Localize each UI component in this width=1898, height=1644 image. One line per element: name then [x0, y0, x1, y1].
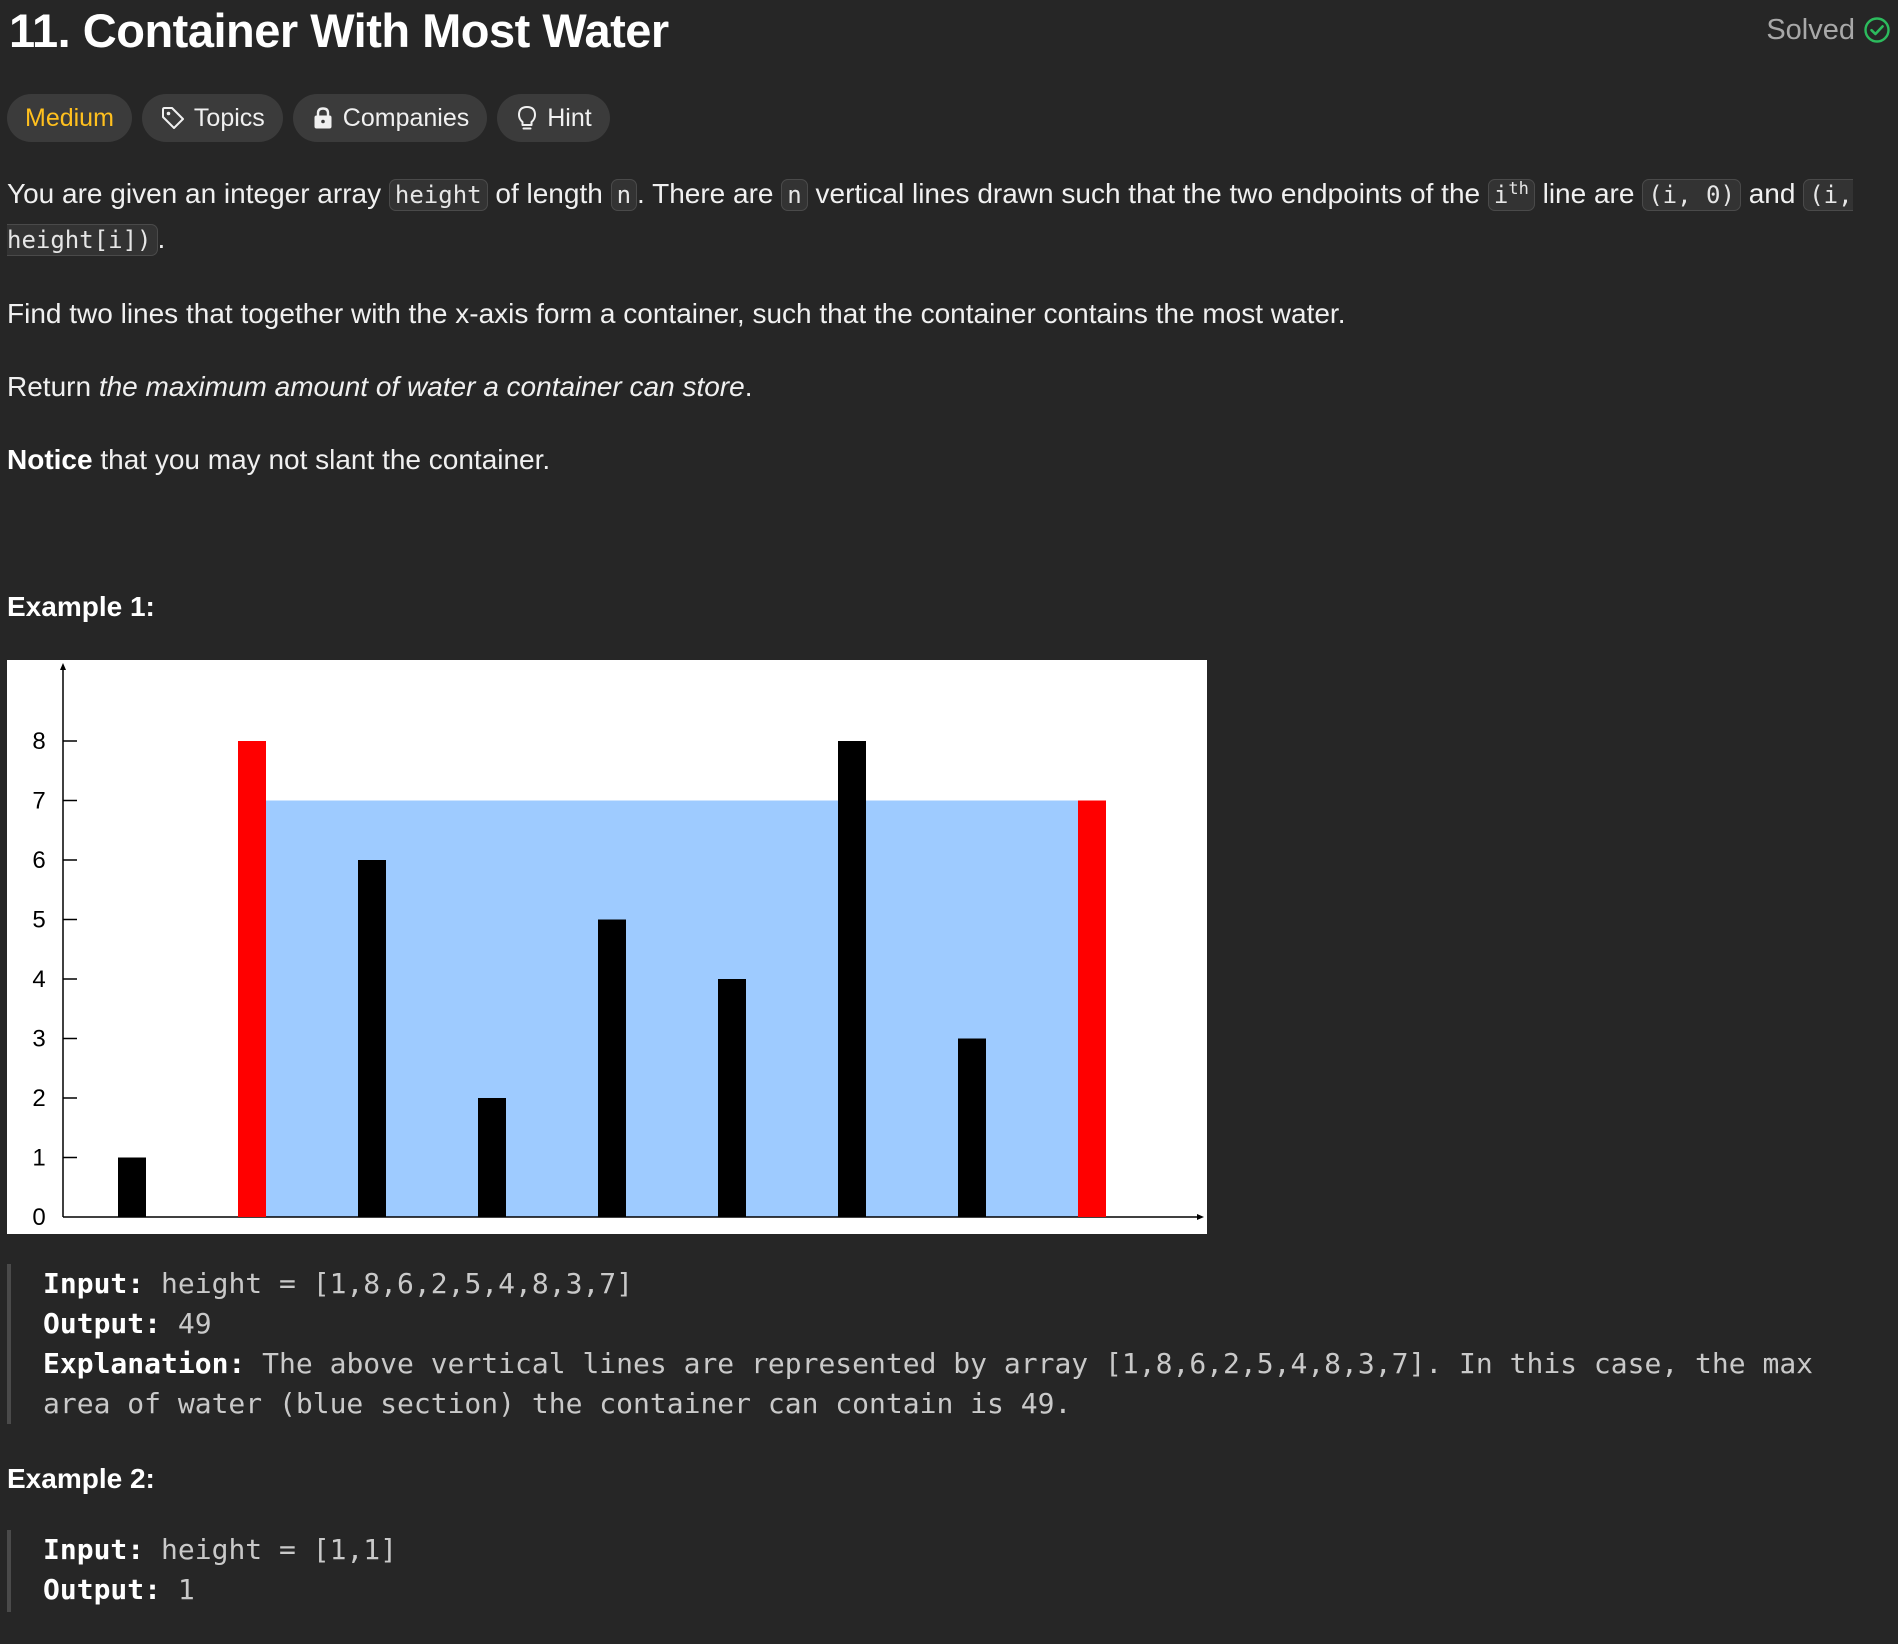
example-1-block: Input: height = [1,8,6,2,5,4,8,3,7] Outp… [7, 1264, 1873, 1424]
hint-label: Hint [547, 103, 592, 132]
y-tick-label: 5 [32, 907, 45, 934]
tag-icon [160, 105, 186, 131]
code-n: n [781, 179, 808, 211]
statement-paragraph-2: Find two lines that together with the x-… [7, 298, 1346, 329]
highlight-bar [1078, 800, 1106, 1217]
bar-chart: 0 1 2 3 4 5 6 7 8 [32, 663, 1204, 1231]
code-n: n [610, 179, 638, 211]
bar [838, 741, 866, 1217]
y-tick-label: 6 [32, 847, 45, 874]
bar [358, 860, 386, 1217]
statement-paragraph-3: Return the maximum amount of water a con… [7, 371, 753, 402]
y-tick-label: 4 [32, 966, 45, 993]
problem-statement: You are given an integer array height of… [7, 172, 1887, 481]
example-2-output: Output: 1 [43, 1573, 195, 1606]
companies-tag[interactable]: Companies [292, 94, 488, 142]
y-tick-label: 0 [32, 1204, 45, 1231]
example-1-heading: Example 1: [7, 591, 155, 622]
check-circle-icon [1863, 16, 1891, 44]
difficulty-tag[interactable]: Medium [7, 94, 132, 142]
example-2-heading: Example 2: [7, 1463, 155, 1494]
y-axis-arrow [60, 663, 66, 670]
hint-tag[interactable]: Hint [497, 94, 610, 142]
bar [718, 979, 746, 1217]
y-tick-label: 8 [32, 728, 45, 755]
example-2-block: Input: height = [1,1] Output: 1 [7, 1530, 1873, 1612]
bar [478, 1098, 506, 1217]
statement-paragraph-1: You are given an integer array height of… [7, 178, 1853, 256]
topics-tag[interactable]: Topics [141, 94, 283, 142]
code-height: height [388, 179, 488, 211]
topics-label: Topics [193, 103, 265, 132]
companies-label: Companies [342, 103, 470, 132]
example-1-input: Input: height = [1,8,6,2,5,4,8,3,7] [43, 1267, 634, 1300]
bar [598, 919, 626, 1217]
statement-paragraph-4: Notice that you may not slant the contai… [7, 444, 551, 475]
code-i-0: (i, 0) [1642, 179, 1741, 211]
page-title: 11. Container With Most Water [9, 4, 669, 57]
bar [118, 1157, 146, 1217]
lock-icon [311, 105, 335, 131]
bar [958, 1038, 986, 1217]
water-area [266, 800, 1078, 1217]
example-2-input: Input: height = [1,1] [43, 1533, 398, 1566]
y-tick-label: 7 [32, 788, 45, 815]
problem-description-panel: 11. Container With Most Water Solved Med… [7, 0, 1891, 1612]
y-tick-label: 1 [32, 1145, 45, 1172]
y-tick-label: 2 [32, 1085, 45, 1112]
tag-bar: Medium Topics Companies [7, 94, 610, 142]
highlight-bar [238, 741, 266, 1217]
x-axis-arrow [1197, 1214, 1204, 1220]
difficulty-label: Medium [25, 103, 114, 132]
y-tick-label: 3 [32, 1026, 45, 1053]
solved-label: Solved [1766, 14, 1855, 46]
header: 11. Container With Most Water Solved [7, 0, 1891, 62]
lightbulb-icon [515, 104, 539, 132]
code-ith: ith [1487, 179, 1535, 211]
solved-status: Solved [1766, 10, 1891, 50]
example-1-explanation: Explanation: The above vertical lines ar… [43, 1347, 1830, 1420]
example-1-output: Output: 49 [43, 1307, 212, 1340]
example-1-chart: 0 1 2 3 4 5 6 7 8 [7, 660, 1207, 1234]
